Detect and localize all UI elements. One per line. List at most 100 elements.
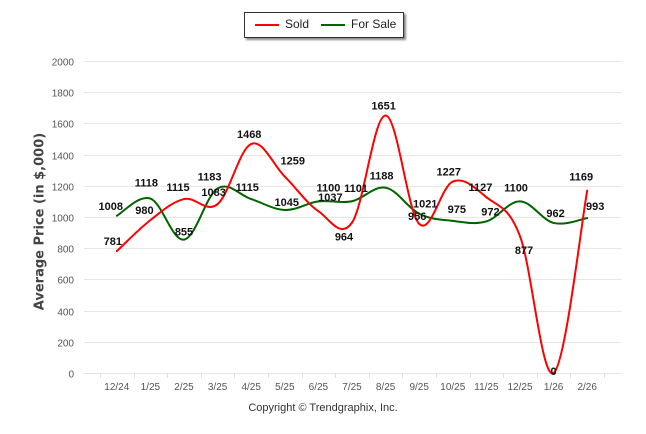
y-tick-label: 1800 [52,89,75,100]
data-label: 877 [515,245,533,257]
data-point [351,200,353,203]
data-label: 1008 [99,201,123,213]
data-label: 1021 [413,199,437,211]
data-point [485,196,488,199]
data-label: 956 [408,211,426,223]
data-point [216,203,219,206]
data-label: 1037 [318,192,342,204]
data-point [115,214,118,217]
data-point [418,222,421,225]
data-point [519,200,521,203]
x-tick-label: 1/25 [141,382,161,393]
data-label: 1118 [135,178,158,190]
y-axis-label: Average Price (in $,000) [32,132,48,311]
data-point [552,221,555,224]
legend: Sold For Sale [244,12,404,38]
data-labels: 781 980 1115 1083 1468 1259 1037 964 1651 956 1227… [99,100,605,378]
data-label: 1115 [236,182,259,194]
y-tick-label: 0 [68,370,74,381]
x-tick-label: 2/26 [577,382,597,393]
data-label: 855 [175,227,193,239]
data-point [317,200,320,203]
grid-lines [84,61,622,374]
data-point [149,219,152,222]
data-label: 1169 [569,172,593,184]
y-tick-label: 400 [57,308,74,319]
data-point [586,217,589,220]
x-tick-label: 9/25 [409,382,429,393]
data-label: 1183 [198,171,222,183]
data-point [317,210,320,213]
y-tick-label: 1400 [52,152,75,163]
data-label: 972 [481,206,499,218]
y-tick-label: 1000 [52,214,75,225]
data-point [183,238,185,241]
x-tick-label: 7/25 [342,382,362,393]
data-point [451,219,454,222]
x-tick-labels: 12/24 1/25 2/25 3/25 4/25 5/25 6/25 7/25 8/25 9/2… [84,373,605,393]
data-point [250,142,253,145]
data-label: 1651 [371,100,395,112]
y-tick-label: 600 [57,276,74,287]
y-tick-label: 1600 [52,120,75,131]
data-label: 1259 [281,156,305,168]
data-point [384,186,387,189]
data-label: 1188 [370,171,394,183]
data-label: 1127 [468,182,492,194]
data-label: 1227 [437,167,461,179]
data-point [250,198,253,201]
data-label: 1045 [275,197,299,209]
x-tick-label: 12/25 [507,382,532,393]
data-label: 980 [135,205,153,217]
data-label: 993 [586,201,604,213]
data-label: 964 [335,232,354,244]
data-label: 962 [546,208,564,220]
legend-item-for-sale[interactable]: For Sale [321,17,396,31]
data-point [485,220,488,223]
legend-item-sold[interactable]: Sold [255,17,309,31]
x-tick-label: 2/25 [174,382,194,393]
x-tick-label: 3/25 [208,382,228,393]
data-point [216,187,219,190]
data-point [149,197,152,200]
data-label: 1083 [201,187,225,199]
legend-label: Sold [285,17,310,31]
x-tick-label: 5/25 [275,382,295,393]
data-point [283,175,286,178]
data-label: 781 [104,236,122,248]
data-point [519,235,521,238]
x-tick-label: 10/25 [440,382,465,393]
data-label: 0 [551,366,557,378]
data-point [351,221,353,224]
x-tick-label: 11/25 [474,382,499,393]
y-tick-label: 2000 [52,58,75,69]
x-tick-label: 6/25 [309,382,329,393]
data-point [418,212,421,215]
series-line-sold [116,114,589,375]
data-point [283,208,286,211]
data-label: 1100 [504,182,528,194]
x-tick-label: 4/25 [241,382,261,393]
legend-label: For Sale [351,17,397,31]
data-point [384,114,387,117]
data-point [451,180,454,183]
data-point [115,250,118,253]
y-tick-label: 1200 [52,183,75,194]
data-label: 1115 [166,182,189,194]
data-point [552,372,555,374]
legend-swatch-sold [255,23,279,26]
y-tick-label: 800 [57,245,74,256]
data-point [586,189,589,192]
data-label: 975 [448,204,466,216]
data-label: 1468 [237,129,261,141]
legend-swatch-for-sale [321,23,345,26]
series-lines [115,114,589,375]
y-tick-label: 200 [57,339,74,350]
x-tick-label: 1/26 [544,382,564,393]
data-label: 1101 [344,183,368,195]
x-tick-label: 12/24 [104,382,129,393]
copyright-text: Copyright © Trendgraphix, Inc. [248,402,398,414]
y-tick-labels: 0 200 400 600 800 1000 1200 1400 1600 1800 2000 [52,58,75,381]
x-tick-label: 8/25 [376,382,396,393]
